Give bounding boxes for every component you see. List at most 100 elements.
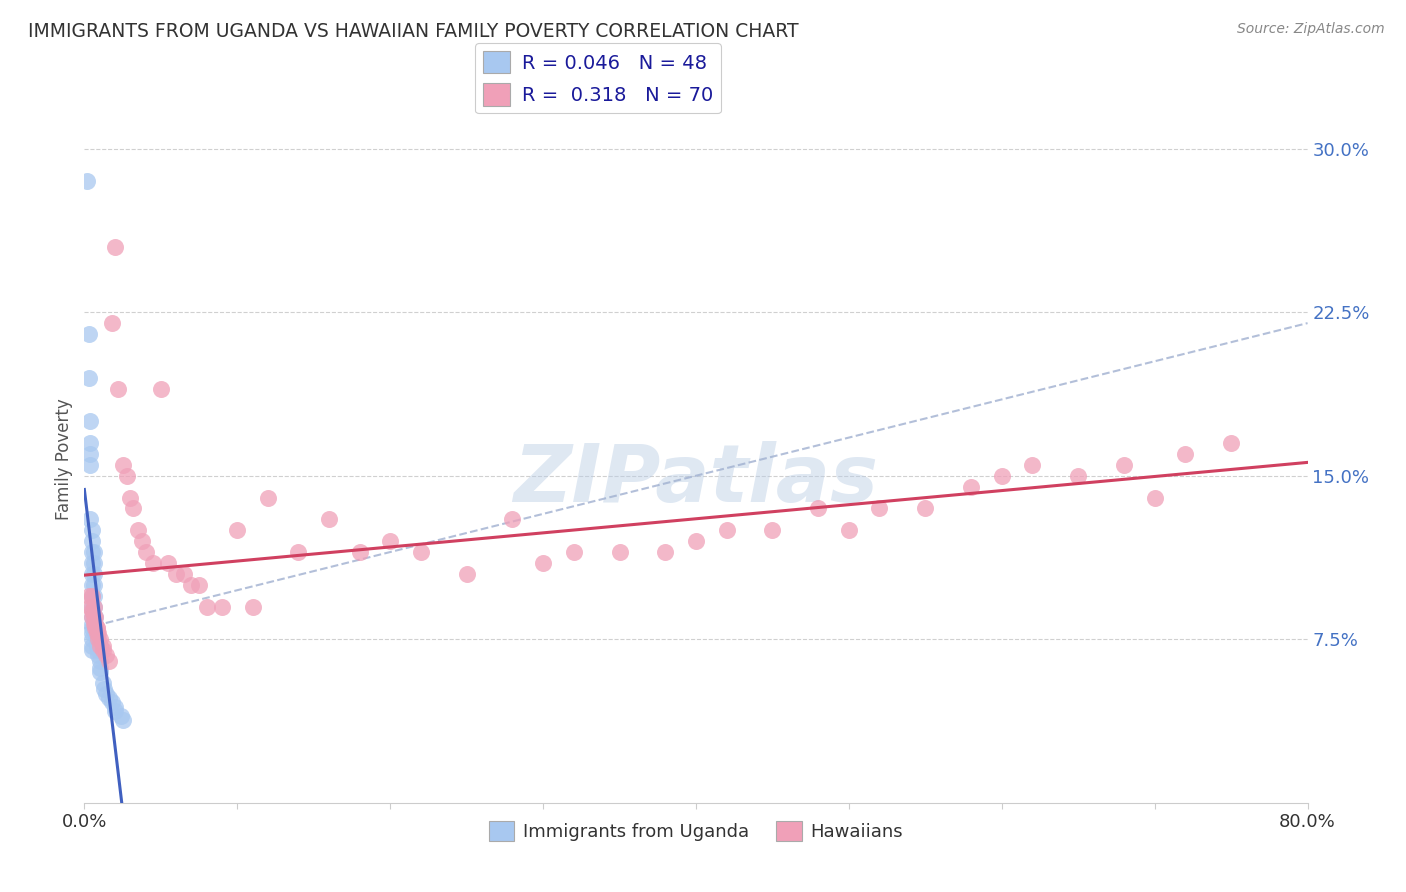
Point	[89, 665, 111, 679]
Point	[257, 491, 280, 505]
Point	[83, 610, 105, 624]
Point	[609, 545, 631, 559]
Point	[80, 566, 103, 581]
Point	[110, 708, 132, 723]
Point	[79, 447, 101, 461]
Point	[104, 704, 127, 718]
Point	[94, 648, 117, 662]
Point	[716, 523, 738, 537]
Point	[165, 566, 187, 581]
Point	[83, 617, 105, 632]
Point	[380, 534, 402, 549]
Point	[1143, 491, 1166, 505]
Point	[195, 599, 218, 614]
Point	[86, 621, 108, 635]
Point	[79, 436, 101, 450]
Point	[89, 639, 111, 653]
Point	[86, 625, 108, 640]
Point	[77, 370, 100, 384]
Point	[173, 566, 195, 581]
Point	[131, 534, 153, 549]
Point	[77, 326, 100, 341]
Point	[960, 480, 983, 494]
Point	[349, 545, 371, 559]
Point	[93, 682, 115, 697]
Point	[531, 556, 554, 570]
Point	[502, 512, 524, 526]
Point	[86, 639, 108, 653]
Point	[83, 566, 105, 581]
Point	[80, 589, 103, 603]
Point	[79, 512, 101, 526]
Point	[79, 458, 101, 472]
Point	[80, 643, 103, 657]
Point	[83, 556, 105, 570]
Point	[87, 632, 110, 647]
Point	[79, 599, 101, 614]
Point	[80, 610, 103, 624]
Point	[122, 501, 145, 516]
Point	[761, 523, 783, 537]
Point	[80, 556, 103, 570]
Point	[84, 621, 107, 635]
Point	[80, 589, 103, 603]
Point	[101, 696, 124, 710]
Point	[80, 599, 103, 614]
Point	[211, 599, 233, 614]
Text: ZIPatlas: ZIPatlas	[513, 441, 879, 519]
Point	[94, 687, 117, 701]
Point	[104, 240, 127, 254]
Point	[101, 316, 124, 330]
Point	[142, 556, 165, 570]
Point	[120, 491, 142, 505]
Point	[80, 610, 103, 624]
Point	[287, 545, 309, 559]
Point	[654, 545, 676, 559]
Legend: Immigrants from Uganda, Hawaiians: Immigrants from Uganda, Hawaiians	[481, 814, 911, 848]
Point	[80, 604, 103, 618]
Point	[226, 523, 249, 537]
Point	[1114, 458, 1136, 472]
Text: IMMIGRANTS FROM UGANDA VS HAWAIIAN FAMILY POVERTY CORRELATION CHART: IMMIGRANTS FROM UGANDA VS HAWAIIAN FAMIL…	[28, 22, 799, 41]
Point	[685, 534, 707, 549]
Point	[91, 676, 114, 690]
Point	[104, 699, 127, 714]
Y-axis label: Family Poverty: Family Poverty	[55, 399, 73, 520]
Point	[80, 578, 103, 592]
Point	[318, 512, 340, 526]
Point	[89, 632, 111, 647]
Point	[83, 599, 105, 614]
Point	[135, 545, 157, 559]
Point	[87, 625, 110, 640]
Point	[807, 501, 830, 516]
Point	[89, 654, 111, 668]
Point	[562, 545, 585, 559]
Point	[869, 501, 891, 516]
Point	[89, 660, 111, 674]
Point	[838, 523, 860, 537]
Point	[84, 617, 107, 632]
Point	[86, 632, 108, 647]
Point	[80, 534, 103, 549]
Point	[77, 589, 100, 603]
Point	[80, 632, 103, 647]
Point	[83, 589, 105, 603]
Point	[180, 578, 202, 592]
Point	[991, 468, 1014, 483]
Point	[79, 414, 101, 428]
Point	[84, 610, 107, 624]
Point	[80, 545, 103, 559]
Point	[83, 578, 105, 592]
Point	[242, 599, 264, 614]
Point	[80, 621, 103, 635]
Point	[87, 643, 110, 657]
Point	[83, 545, 105, 559]
Point	[97, 691, 120, 706]
Point	[157, 556, 180, 570]
Point	[91, 643, 114, 657]
Point	[91, 639, 114, 653]
Text: Source: ZipAtlas.com: Source: ZipAtlas.com	[1237, 22, 1385, 37]
Point	[80, 523, 103, 537]
Point	[111, 713, 134, 727]
Point	[115, 468, 138, 483]
